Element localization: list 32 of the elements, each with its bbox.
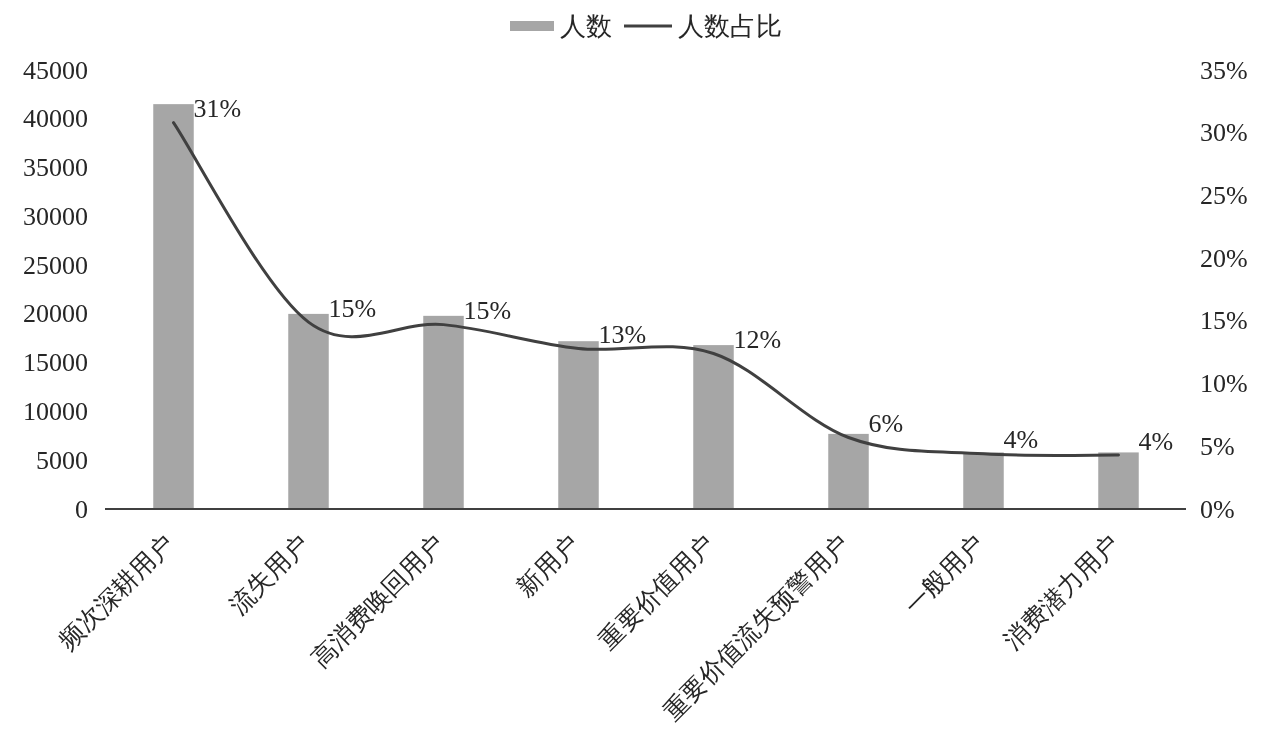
legend-label: 人数占比 [678,11,782,41]
data-label: 15% [463,296,512,326]
y2-tick-label: 15% [1200,306,1248,336]
x-tick-label: 新用户 [511,529,585,602]
y-tick-label: 20000 [23,299,88,329]
y2-tick-label: 25% [1200,180,1248,210]
data-label: 4% [1003,425,1039,455]
data-label: 12% [733,324,782,354]
data-label: 31% [193,94,242,124]
legend-label: 人数 [560,11,612,41]
y-tick-label: 5000 [36,445,88,475]
x-tick-label: 消费潜力用户 [998,529,1125,655]
y2-tick-label: 35% [1200,55,1248,85]
y2-tick-label: 0% [1200,494,1235,524]
data-label: 15% [328,293,377,323]
y2-tick-label: 30% [1200,118,1248,148]
data-label: 13% [598,319,647,349]
y2-tick-label: 20% [1200,243,1248,273]
y-tick-label: 0 [75,494,88,524]
y-tick-label: 25000 [23,250,88,280]
y-tick-label: 40000 [23,104,88,134]
x-tick-label: 一般用户 [899,529,990,620]
data-label: 4% [1138,426,1174,456]
x-tick-label: 频次深耕用户 [53,529,180,655]
y-tick-label: 15000 [23,348,88,378]
y-tick-label: 35000 [23,153,88,183]
y2-tick-label: 10% [1200,369,1248,399]
y-tick-label: 45000 [23,55,88,85]
data-label: 6% [868,409,904,438]
y-tick-label: 30000 [23,201,88,231]
y-tick-label: 10000 [23,396,88,426]
y2-tick-label: 5% [1200,431,1235,461]
